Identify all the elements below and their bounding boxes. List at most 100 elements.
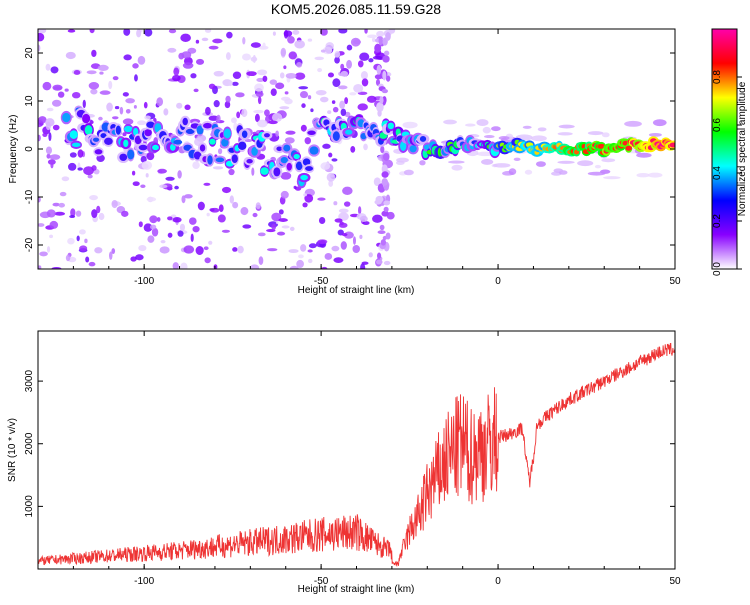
spectrogram-noise-blob (381, 210, 389, 217)
spectrogram-xtick-label: -100 (134, 276, 154, 287)
spectrogram-noise-blob (587, 131, 604, 136)
spectrogram-ridge-blob (419, 136, 427, 142)
spectrogram-noise-blob (76, 235, 80, 242)
spectrogram-noise-blob (156, 97, 164, 107)
spectrogram-noise-blob (61, 176, 70, 182)
spectrogram-ridge-blob (119, 153, 128, 162)
spectrogram-noise-blob (317, 197, 326, 201)
spectrogram-noise-blob (122, 118, 134, 125)
spectrogram-noise-blob (342, 186, 353, 195)
spectrogram-noise-blob (203, 182, 211, 186)
spectrogram-noise-blob (172, 262, 179, 269)
spectrogram-noise-blob (283, 65, 287, 70)
spectrogram-noise-blob (176, 102, 183, 109)
spectrogram-noise-blob (90, 88, 98, 95)
spectrogram-noise-blob (254, 83, 264, 92)
spectrogram-noise-blob (184, 194, 193, 199)
spectrogram-ridge-blob (331, 123, 337, 132)
spectrogram-noise-blob (50, 66, 59, 74)
spectrogram-noise-blob (252, 212, 258, 218)
spectrogram-noise-blob (173, 67, 180, 76)
spectrogram-noise-blob (190, 73, 197, 79)
spectrogram-noise-blob (172, 74, 181, 82)
spectrogram-noise-blob (419, 160, 426, 166)
spectrogram-noise-blob (125, 109, 131, 114)
spectrogram-noise-blob (318, 217, 326, 225)
spectrogram-noise-blob (603, 176, 621, 180)
spectrogram-noise-blob (328, 180, 334, 187)
spectrogram-noise-blob (360, 70, 368, 80)
spectrogram-ridge-blob (173, 139, 183, 145)
spectrogram-noise-blob (125, 98, 135, 104)
spectrogram-noise-blob (513, 157, 521, 162)
spectrogram-noise-blob (367, 34, 378, 39)
spectrogram-noise-blob (377, 252, 382, 259)
spectrogram-noise-blob (378, 36, 383, 46)
spectrogram-noise-blob (177, 170, 182, 179)
spectrogram-ytick-label: -10 (24, 189, 35, 204)
spectrogram-ridge-blob (237, 141, 247, 151)
spectrogram-noise-blob (379, 224, 385, 231)
spectrogram-ridge-blob (182, 117, 188, 126)
spectrogram-noise-blob (476, 119, 489, 127)
spectrogram-noise-blob (99, 71, 104, 75)
spectrogram-noise-blob (250, 264, 260, 269)
spectrogram-ridge-blob (387, 122, 395, 130)
spectrogram-noise-blob (385, 75, 391, 82)
spectrogram-noise-blob (374, 199, 382, 205)
spectrogram-ridge-blob (215, 157, 225, 163)
spectrogram-noise-blob (372, 55, 383, 60)
spectrogram-noise-blob (188, 217, 197, 225)
spectrogram-noise-blob (212, 166, 224, 170)
spectrogram-ridge-blob (199, 144, 206, 152)
spectrogram-noise-blob (381, 178, 388, 186)
spectrogram-ridge-blob (251, 146, 258, 156)
spectrogram-noise-blob (141, 160, 153, 170)
spectrogram-noise-blob (383, 200, 391, 206)
spectrogram-noise-blob (59, 191, 67, 197)
spectrogram-ridge-blob (280, 156, 288, 164)
spectrogram-noise-blob (269, 79, 278, 85)
spectrogram-noise-blob (377, 109, 382, 117)
spectrogram-noise-blob (52, 124, 60, 131)
spectrogram-noise-blob (267, 248, 278, 252)
spectrogram-noise-blob (137, 120, 147, 126)
spectrogram-ridge-blob (84, 125, 93, 136)
spectrogram-noise-blob (225, 95, 231, 103)
spectrogram-ridge-blob (127, 149, 135, 160)
spectrogram-ridge-blob (276, 146, 283, 152)
spectrogram-panel: -100 -50 0 50 20 10 0 -10 -20 Height of straight… (8, 28, 681, 296)
figure-title: KOM5.2026.085.11.59.G28 (271, 1, 441, 17)
spectrogram-noise-blob (293, 185, 297, 189)
spectrogram-noise-blob (190, 233, 194, 243)
spectrogram-noise-blob (257, 96, 262, 105)
colorbar-label: Normalized spectral amplitude (737, 81, 748, 216)
spectrogram-noise-blob (357, 60, 364, 68)
spectrogram-noise-blob (308, 243, 317, 249)
spectrogram-ridge-blob (115, 125, 121, 135)
colorbar-gradient (711, 28, 738, 270)
spectrogram-noise-blob (38, 223, 45, 227)
spectrogram-ridge-blob (286, 162, 292, 171)
spectrogram-noise-blob (91, 49, 97, 58)
spectrogram-ridge-blob (104, 137, 113, 145)
spectrogram-noise-blob (383, 206, 389, 212)
spectrogram-noise-blob (86, 70, 97, 75)
spectrogram-ridge-blob (69, 130, 78, 139)
spectrogram-noise-blob (149, 224, 157, 230)
spectrogram-noise-blob (45, 146, 53, 155)
spectrogram-noise-blob (79, 245, 88, 252)
spectrogram-noise-blob (338, 222, 348, 228)
spectrogram-noise-blob (334, 50, 341, 58)
spectrogram-noise-blob (373, 177, 381, 187)
spectrogram-noise-blob (451, 164, 463, 171)
spectrogram-noise-blob (123, 29, 131, 36)
spectrogram-noise-blob (38, 116, 47, 124)
spectrogram-noise-blob (377, 230, 386, 235)
spectrogram-noise-blob (652, 119, 667, 127)
spectrogram-noise-blob (353, 39, 361, 45)
spectrogram-noise-blob (307, 95, 312, 100)
spectrogram-noise-blob (52, 84, 63, 91)
spectrogram-noise-blob (594, 164, 601, 169)
